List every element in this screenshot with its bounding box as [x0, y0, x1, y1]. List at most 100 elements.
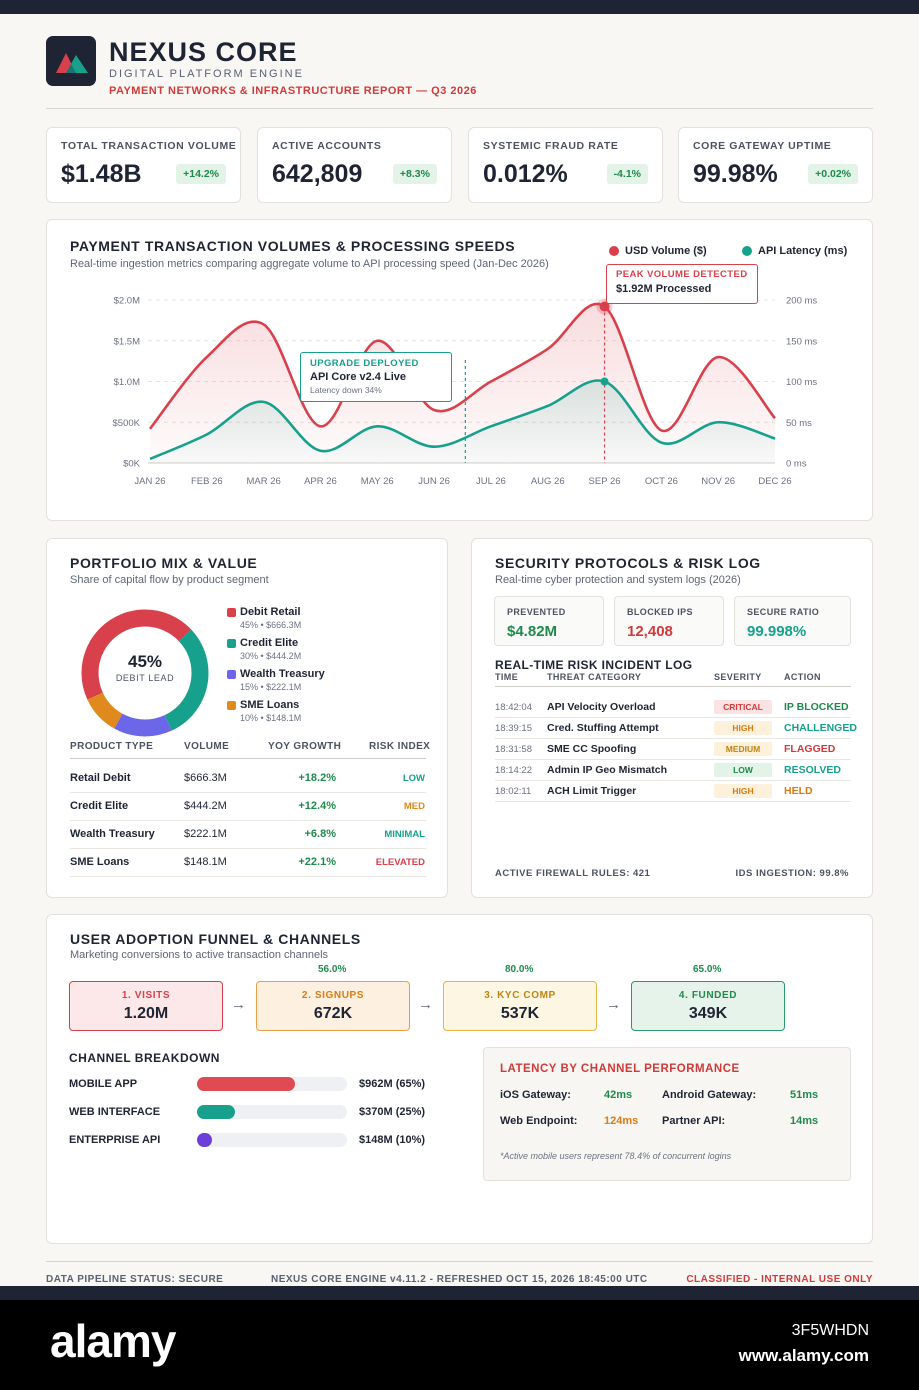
stock-url: www.alamy.com	[738, 1346, 869, 1365]
stat-label: SECURE RATIO	[747, 607, 820, 617]
col-volume: VOLUME	[184, 741, 230, 752]
funnel-stage-label: 4. FUNDED	[678, 990, 738, 1001]
latency-title: LATENCY BY CHANNEL PERFORMANCE	[500, 1063, 740, 1075]
funnel-conversion-rate: 65.0%	[693, 964, 722, 975]
latency-web-label: Web Endpoint:	[500, 1115, 578, 1127]
channel-bar-track	[197, 1077, 347, 1091]
col-severity: SEVERITY	[714, 672, 762, 682]
funnel-conversion-rate: 56.0%	[318, 964, 347, 975]
chart-subtitle: Real-time ingestion metrics comparing ag…	[70, 258, 549, 270]
legend-name: Credit Elite	[240, 637, 299, 649]
latency-ios-label: iOS Gateway:	[500, 1089, 571, 1101]
channel-bar-fill	[197, 1133, 212, 1147]
donut-slice-0	[81, 609, 209, 737]
log-time: 18:31:58	[495, 744, 532, 755]
portfolio-subtitle: Share of capital flow by product segment	[70, 574, 269, 586]
kpi-label: ACTIVE ACCOUNTS	[272, 140, 382, 152]
arrow-right-icon: →	[606, 996, 621, 1013]
x-tick-label: APR 26	[304, 476, 337, 487]
x-tick-label: AUG 26	[531, 476, 565, 487]
portfolio-card: PORTFOLIO MIX & VALUE Share of capital f…	[46, 538, 448, 898]
col-product-type: PRODUCT TYPE	[70, 741, 154, 752]
col-time: TIME	[495, 672, 519, 682]
stat-prevented: PREVENTED $4.82M	[494, 596, 604, 646]
log-row-divider	[495, 759, 851, 760]
channel-breakdown-title: CHANNEL BREAKDOWN	[69, 1051, 220, 1065]
severity-badge: LOW	[714, 763, 772, 777]
security-subtitle: Real-time cyber protection and system lo…	[495, 574, 741, 586]
table-cell-type: Retail Debit	[70, 772, 131, 784]
latency-note: *Active mobile users represent 78.4% of …	[500, 1151, 732, 1161]
latency-ios-value: 42ms	[604, 1089, 633, 1101]
table-cell-type: SME Loans	[70, 856, 130, 868]
latency-web-value: 124ms	[604, 1115, 639, 1127]
log-action: HELD	[784, 785, 813, 797]
col-action: ACTION	[784, 672, 821, 682]
log-action: CHALLENGED	[784, 722, 857, 734]
funnel-stage-3: 3. KYC COMP 537K	[443, 981, 597, 1031]
log-row-divider	[495, 780, 851, 781]
kpi-value: 642,809	[272, 160, 363, 188]
brand-subtitle: DIGITAL PLATFORM ENGINE	[109, 68, 304, 80]
log-action: IP BLOCKED	[784, 701, 849, 713]
legend-swatch-icon	[227, 608, 236, 617]
report-title: PAYMENT NETWORKS & INFRASTRUCTURE REPORT…	[109, 85, 477, 97]
stat-value: 12,408	[627, 623, 673, 640]
footer-pipeline-status: DATA PIPELINE STATUS: SECURE	[46, 1274, 224, 1285]
stat-value: $4.82M	[507, 623, 558, 640]
kpi-card-fraud-rate: SYSTEMIC FRAUD RATE 0.012% -4.1%	[468, 127, 663, 203]
log-row-divider	[495, 801, 851, 802]
upgrade-annotation-text: API Core v2.4 Live	[310, 371, 406, 383]
y-right-tick-label: 200 ms	[786, 296, 817, 307]
ids-ingestion: IDS INGESTION: 99.8%	[735, 868, 849, 879]
legend-swatch-icon	[227, 670, 236, 679]
funnel-conversion-rate: 80.0%	[505, 964, 534, 975]
transaction-line-chart: $0K $500K $1.0M $1.5M $2.0M 0 ms 50 ms 100 ms 15…	[113, 296, 818, 488]
peak-annotation-text: $1.92M Processed	[616, 283, 712, 295]
security-card: SECURITY PROTOCOLS & RISK LOG Real-time …	[471, 538, 873, 898]
x-tick-label: FEB 26	[191, 476, 223, 487]
funnel-stage-4: 4. FUNDED 349K	[631, 981, 785, 1031]
x-tick-label: NOV 26	[701, 476, 735, 487]
footer-divider	[46, 1261, 873, 1262]
kpi-card-gateway-uptime: CORE GATEWAY UPTIME 99.98% +0.02%	[678, 127, 873, 203]
x-tick-label: MAR 26	[246, 476, 280, 487]
table-row-divider	[70, 848, 426, 849]
latency-android-value: 51ms	[790, 1089, 819, 1101]
donut-slice-2	[81, 609, 209, 737]
top-bar	[0, 0, 919, 14]
log-time: 18:42:04	[495, 702, 532, 713]
log-action: RESOLVED	[784, 764, 841, 776]
channel-value: $962M (65%)	[359, 1078, 426, 1090]
x-tick-label: SEP 26	[589, 476, 621, 487]
legend-name: SME Loans	[240, 699, 300, 711]
table-cell-volume: $444.2M	[184, 800, 227, 812]
table-cell-volume: $148.1M	[184, 856, 227, 868]
upgrade-annotation-note: Latency down 34%	[310, 385, 382, 395]
y-left-tick-label: $1.5M	[114, 336, 140, 347]
report-header: NEXUS CORE DIGITAL PLATFORM ENGINE PAYME…	[46, 36, 873, 109]
channel-label: MOBILE APP	[69, 1078, 138, 1090]
channel-bar-fill	[197, 1105, 235, 1119]
log-row-divider	[495, 717, 851, 718]
severity-badge: HIGH	[714, 784, 772, 798]
funnel-stage-2: 2. SIGNUPS 672K	[256, 981, 410, 1031]
y-right-tick-label: 50 ms	[786, 418, 812, 429]
x-tick-label: JUN 26	[418, 476, 450, 487]
channel-value: $370M (25%)	[359, 1106, 426, 1118]
severity-badge: MEDIUM	[714, 742, 772, 756]
channel-label: ENTERPRISE API	[69, 1134, 161, 1146]
x-tick-label: OCT 26	[645, 476, 678, 487]
table-cell-risk: MED	[403, 801, 425, 812]
funnel-stage-label: 3. KYC COMP	[484, 990, 556, 1001]
table-cell-risk: ELEVATED	[375, 857, 425, 868]
legend-detail: 30% • $444.2M	[240, 651, 302, 661]
kpi-label: CORE GATEWAY UPTIME	[693, 140, 832, 152]
latency-android-label: Android Gateway:	[662, 1089, 757, 1101]
stat-value: 99.998%	[747, 623, 807, 640]
kpi-label: SYSTEMIC FRAUD RATE	[483, 140, 619, 152]
table-cell-type: Wealth Treasury	[70, 828, 155, 840]
col-threat-category: THREAT CATEGORY	[547, 672, 642, 682]
table-cell-risk: LOW	[402, 773, 425, 784]
table-row-divider	[70, 876, 426, 877]
